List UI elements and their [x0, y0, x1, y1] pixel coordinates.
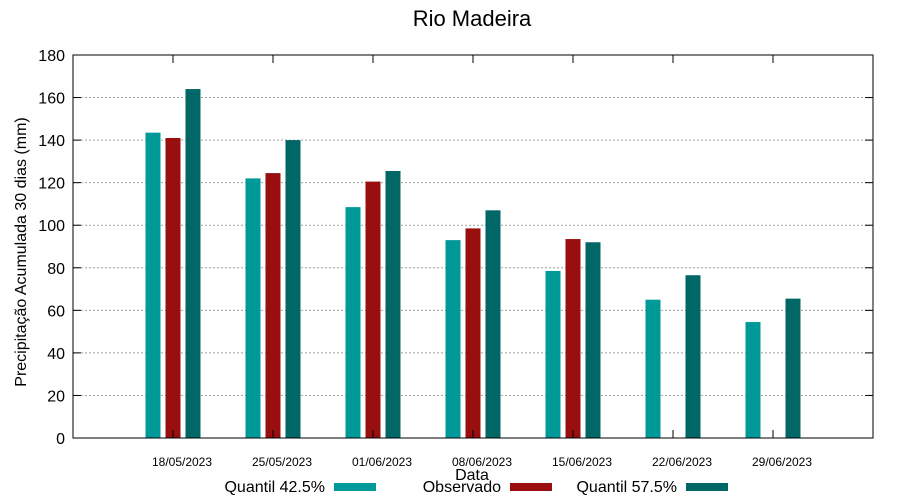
x-tick-label: 22/06/2023	[652, 455, 712, 469]
bar-quantil-42-5-4	[545, 270, 561, 438]
bar-observado-4	[565, 239, 581, 438]
bar-quantil-57-5-4	[585, 242, 601, 438]
bar-observado-2	[365, 181, 381, 438]
legend-label: Observado	[423, 479, 501, 496]
bar-quantil-42-5-2	[345, 207, 361, 438]
bar-observado-1	[265, 173, 281, 438]
legend-label: Quantil 57.5%	[576, 479, 677, 496]
y-tick-label: 160	[38, 91, 65, 108]
bars-layer	[145, 89, 801, 439]
legend-swatch	[334, 483, 376, 491]
legend-swatch	[510, 483, 552, 491]
y-tick-label: 40	[47, 346, 65, 363]
y-tick-label: 140	[38, 133, 65, 150]
y-tick-label: 120	[38, 176, 65, 193]
legend-label: Quantil 42.5%	[224, 479, 325, 496]
bar-quantil-42-5-6	[745, 322, 761, 438]
x-tick-label: 29/06/2023	[752, 455, 812, 469]
y-tick-label: 60	[47, 303, 65, 320]
bar-quantil-57-5-3	[485, 210, 501, 438]
x-tick-label: 15/06/2023	[552, 455, 612, 469]
bar-quantil-42-5-0	[145, 132, 161, 439]
y-tick-label: 0	[56, 431, 65, 448]
bar-quantil-57-5-2	[385, 170, 401, 439]
bar-quantil-42-5-5	[645, 299, 661, 438]
x-tick-label: 25/05/2023	[252, 455, 312, 469]
y-tick-label: 100	[38, 218, 65, 235]
bar-quantil-42-5-3	[445, 240, 461, 438]
legend-swatch	[686, 483, 728, 491]
x-tick-label: 08/06/2023	[452, 455, 512, 469]
x-tick-label: 18/05/2023	[152, 455, 212, 469]
legend: Quantil 42.5% Observado Quantil 57.5%	[224, 479, 728, 496]
axes-layer: 0 20 40 60 80 100 120 140 160 180 18/05/2023 25/05/…	[38, 48, 874, 469]
bar-observado-3	[465, 228, 481, 438]
plot-frame	[72, 54, 874, 439]
x-tick-label: 01/06/2023	[352, 455, 412, 469]
bar-observado-0	[165, 137, 181, 438]
bar-quantil-57-5-1	[285, 140, 301, 438]
bar-quantil-57-5-5	[685, 275, 701, 438]
y-tick-label: 180	[38, 48, 65, 65]
y-tick-label: 20	[47, 388, 65, 405]
x-axis-title: Data	[455, 467, 489, 484]
y-axis-title: Precipitação Acumulada 30 dias (mm)	[13, 117, 30, 386]
y-tick-label: 80	[47, 261, 65, 278]
chart-title: Rio Madeira	[413, 6, 532, 31]
bar-quantil-57-5-0	[185, 89, 201, 439]
bar-quantil-42-5-1	[245, 178, 261, 438]
bar-quantil-57-5-6	[785, 298, 801, 438]
